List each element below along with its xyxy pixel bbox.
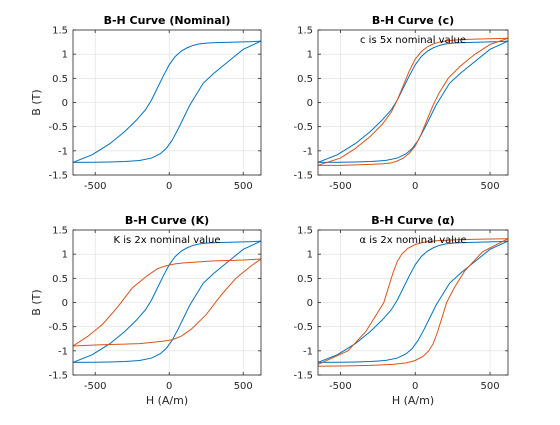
series-line [73,258,261,347]
y-tick-label: 1 [62,250,68,261]
series-line [73,240,261,363]
y-tick-label: -1 [303,146,313,157]
y-tick-label: -0.5 [293,122,313,133]
x-tick-label: -500 [329,181,352,192]
x-tick-label: 0 [412,181,418,192]
x-tick-label: 0 [166,181,172,192]
series-line [318,240,508,363]
y-tick-label: -0.5 [48,322,68,333]
subplot-2: -500 0 500 -1.5 -1 -0.5 0 0.5 1 1.5 B-H Curve (c) c… [293,14,509,192]
x-tick-label: 0 [166,381,172,392]
y-tick-label: -1.5 [48,171,68,182]
y-tick-label: 1 [307,50,313,61]
y-tick-label: -1 [303,346,313,357]
chart-title: B-H Curve (Nominal) [104,14,231,27]
y-tick-label: 1 [62,50,68,61]
x-tick-label: 500 [234,381,253,392]
x-tick-label: 500 [234,181,253,192]
series-line [73,258,261,347]
x-tick-label: -500 [329,381,352,392]
y-tick-label: -0.5 [48,122,68,133]
x-axis-label: H (A/m) [392,394,434,407]
series-line [318,37,508,166]
y-tick-label: -0.5 [293,322,313,333]
y-tick-label: -1.5 [293,371,313,382]
chart-annotation: α is 2x nominal value [359,235,466,246]
x-tick-label: -500 [84,181,107,192]
x-tick-label: 500 [481,381,500,392]
subplot-3: -500 0 500 -1.5 -1 -0.5 0 0.5 1 1.5 B-H Curve (K) K… [30,214,262,407]
y-tick-label: 0.5 [297,274,313,285]
y-tick-label: 1.5 [52,226,68,237]
chart-annotation: c is 5x nominal value [360,35,466,46]
y-axis-label: B (T) [30,89,43,115]
y-tick-label: 1.5 [297,26,313,37]
series-line [318,240,508,363]
y-tick-label: 0.5 [52,74,68,85]
x-tick-label: 0 [412,381,418,392]
y-tick-label: 1.5 [297,226,313,237]
y-tick-label: -1 [58,146,68,157]
series-line [73,40,261,163]
y-tick-label: 1.5 [52,26,68,37]
chart-title: B-H Curve (α) [371,214,454,227]
chart-title: B-H Curve (K) [125,214,209,227]
x-tick-label: 500 [481,181,500,192]
y-tick-label: 1 [307,250,313,261]
series-line [318,238,508,365]
y-tick-label: 0 [307,98,313,109]
subplot-4: -500 0 500 -1.5 -1 -0.5 0 0.5 1 1.5 B-H Curve (α) α… [293,214,509,407]
x-axis-label: H (A/m) [146,394,188,407]
y-tick-label: -1 [58,346,68,357]
y-tick-label: -1.5 [48,371,68,382]
y-tick-label: 0.5 [52,274,68,285]
subplot-1: -500 0 500 -1.5 -1 -0.5 0 0.5 1 1.5 B-H Curve (Nom… [30,14,262,192]
y-tick-label: 0 [62,98,68,109]
series-line [318,37,508,166]
series-line [318,238,508,367]
x-tick-label: -500 [84,381,107,392]
chart-annotation: K is 2x nominal value [113,235,220,246]
y-tick-label: 0 [307,298,313,309]
chart-title: B-H Curve (c) [372,14,454,27]
y-tick-label: 0.5 [297,74,313,85]
series-line [73,40,261,163]
y-tick-label: 0 [62,298,68,309]
y-axis-label: B (T) [30,289,43,315]
series-line [318,40,508,163]
series-line [73,240,261,363]
y-tick-label: -1.5 [293,171,313,182]
